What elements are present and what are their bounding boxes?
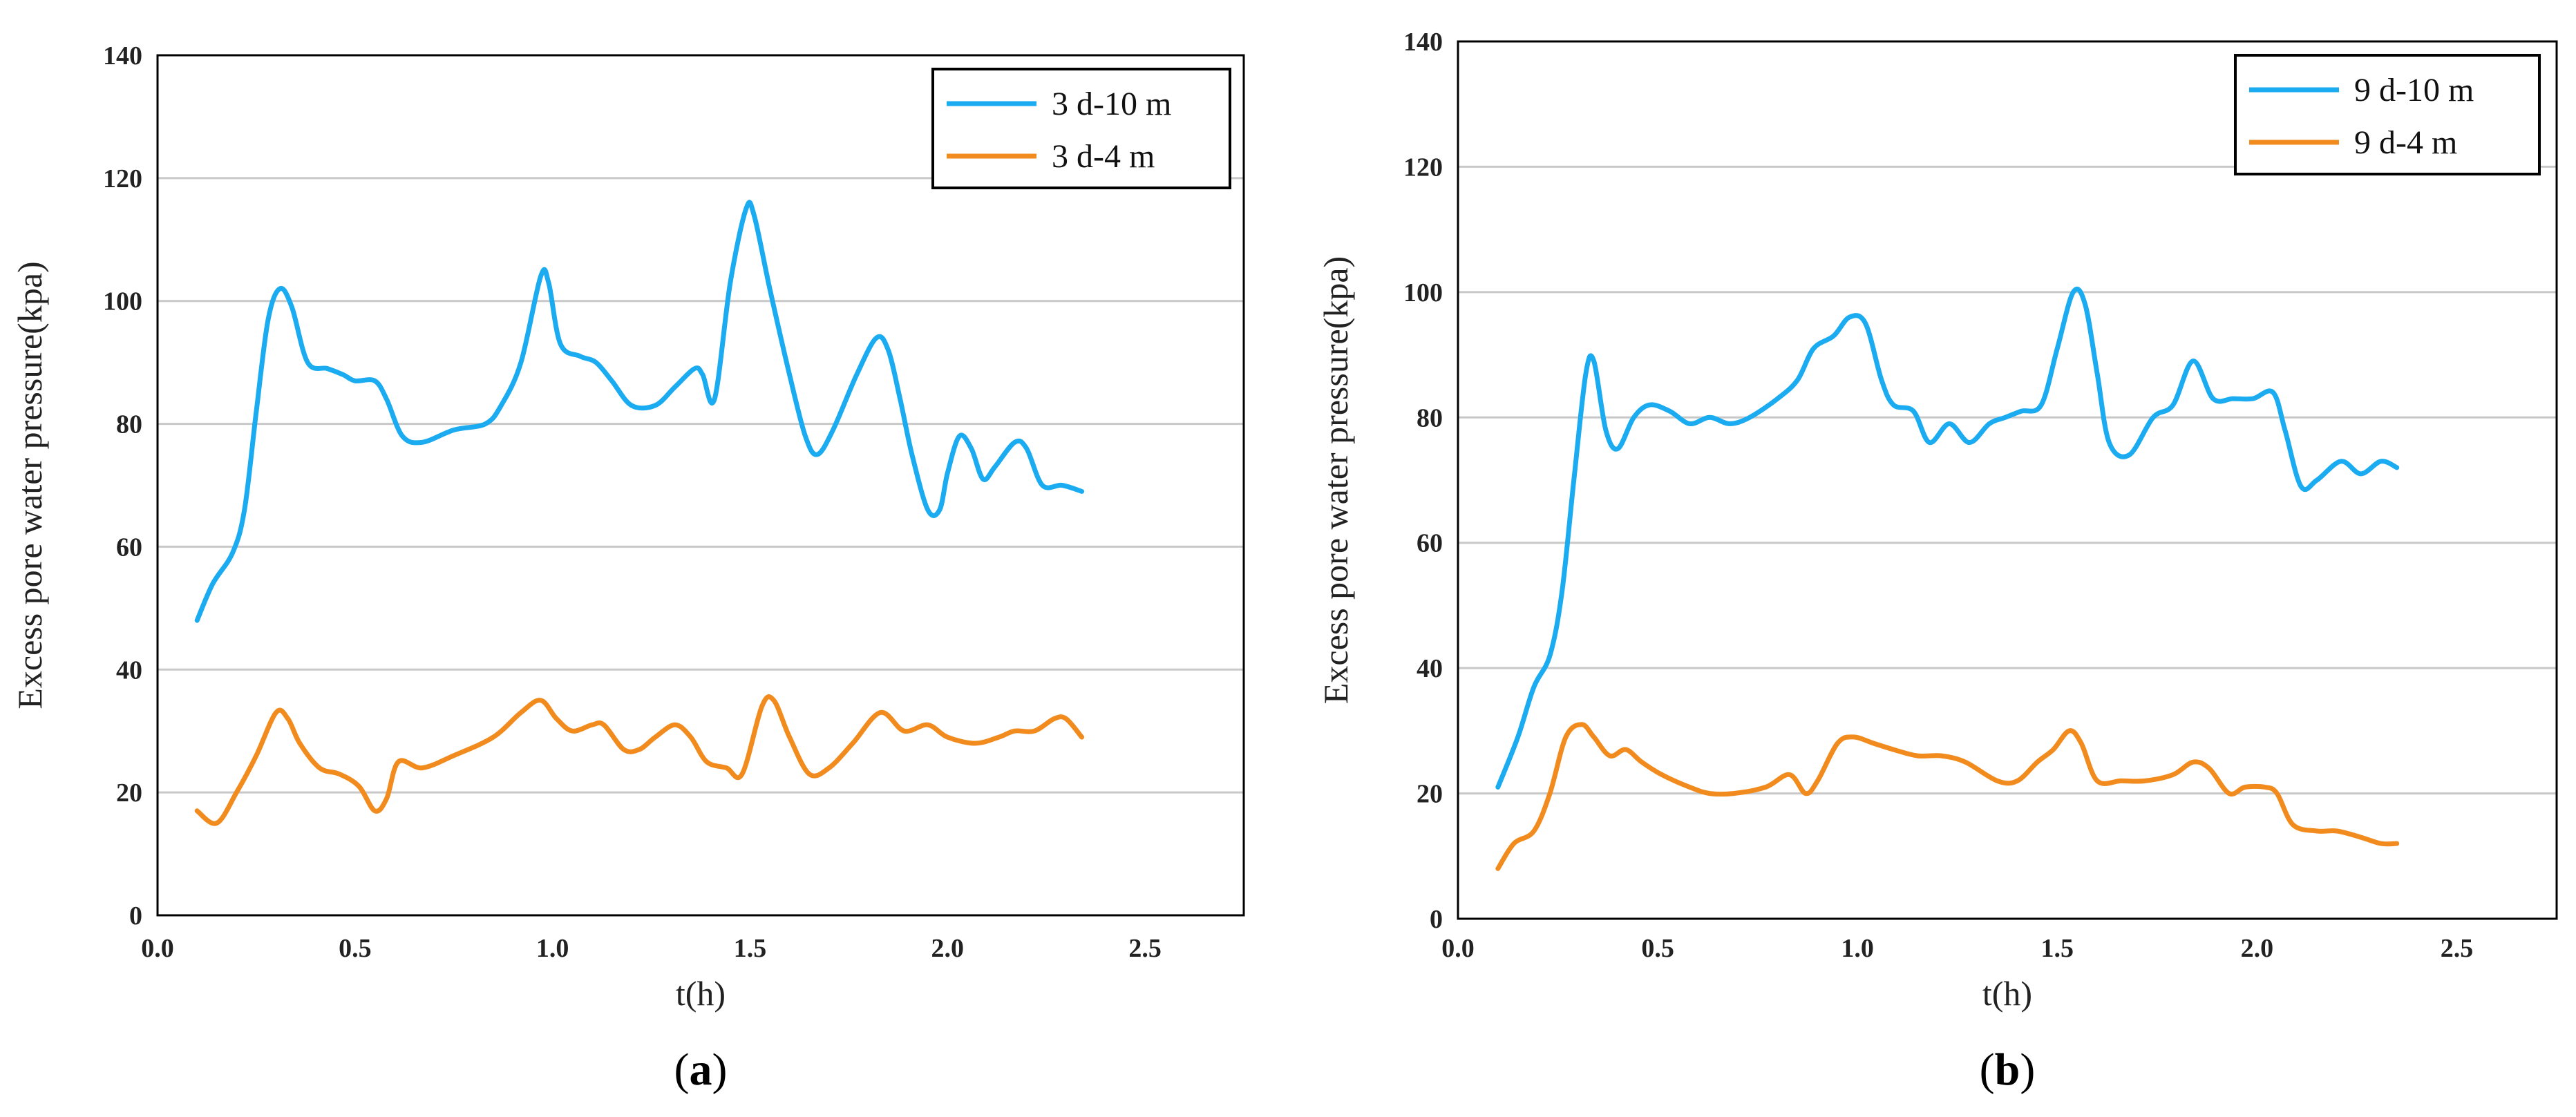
series-line-9-d-4-m	[1495, 722, 2400, 871]
y-tick-label: 60	[116, 533, 142, 562]
y-tick-label: 100	[1403, 278, 1443, 307]
x-tick-label: 1.0	[1841, 934, 1874, 963]
x-tick-label: 2.0	[931, 934, 965, 963]
chart-panel-a: 0 20 40 60 80 100 120 140 0.0 0.5 1.0 1.5 2.0 2.5 t(h)…	[10, 41, 1245, 1095]
x-tick-label: 0.5	[339, 934, 372, 963]
y-tick-label: 0	[1430, 905, 1443, 934]
y-axis-title: Excess pore water pressure(kpa)	[10, 261, 49, 709]
x-tick-label: 1.0	[536, 934, 569, 963]
x-tick-label: 1.5	[2041, 934, 2074, 963]
chart-panel-b: 0 20 40 60 80 100 120 140 0.0 0.5 1.0 1.5 2.0 2.5 t(h)…	[1316, 28, 2558, 1095]
legend-label: 3 d-4 m	[1052, 138, 1155, 175]
series-line-3-d-4-m	[194, 694, 1085, 826]
legend-label: 3 d-10 m	[1052, 86, 1171, 122]
legend-box	[2234, 54, 2541, 175]
legend-label: 9 d-4 m	[2354, 124, 2457, 161]
legend: 9 d-10 m 9 d-4 m	[2234, 54, 2541, 175]
y-tick-label: 140	[103, 41, 142, 70]
y-tick-label: 120	[1403, 153, 1443, 182]
legend-box	[931, 68, 1231, 189]
x-tick-label: 1.5	[734, 934, 767, 963]
y-tick-label: 60	[1417, 529, 1443, 558]
y-tick-label: 0	[129, 901, 142, 930]
plot-frame	[156, 54, 1245, 917]
series-line-3-d-10-m	[194, 200, 1085, 623]
y-tick-label: 80	[1417, 403, 1443, 432]
y-tick-label: 20	[116, 779, 142, 808]
x-axis-title: t(h)	[676, 974, 726, 1013]
x-tick-label: 2.5	[2441, 934, 2474, 963]
y-tick-label: 140	[1403, 28, 1443, 57]
panel-caption: (b)	[1980, 1044, 2036, 1095]
plot-frame	[1457, 40, 2558, 920]
x-axis-title: t(h)	[1982, 974, 2032, 1013]
y-tick-label: 40	[116, 656, 142, 685]
x-tick-label: 0.0	[141, 934, 174, 963]
legend-label: 9 d-10 m	[2354, 72, 2474, 108]
y-tick-label: 40	[1417, 654, 1443, 683]
legend: 3 d-10 m 3 d-4 m	[931, 68, 1231, 189]
y-tick-label: 80	[116, 410, 142, 439]
y-tick-label: 100	[103, 287, 142, 316]
y-axis-title: Excess pore water pressure(kpa)	[1316, 256, 1355, 704]
x-tick-label: 2.0	[2241, 934, 2274, 963]
x-tick-label: 0.0	[1441, 934, 1475, 963]
y-tick-label: 20	[1417, 780, 1443, 809]
x-tick-label: 2.5	[1128, 934, 1162, 963]
y-tick-label: 120	[103, 164, 142, 193]
x-tick-label: 0.5	[1641, 934, 1674, 963]
panel-caption: (a)	[674, 1044, 728, 1095]
series-line-9-d-10-m	[1495, 286, 2400, 790]
